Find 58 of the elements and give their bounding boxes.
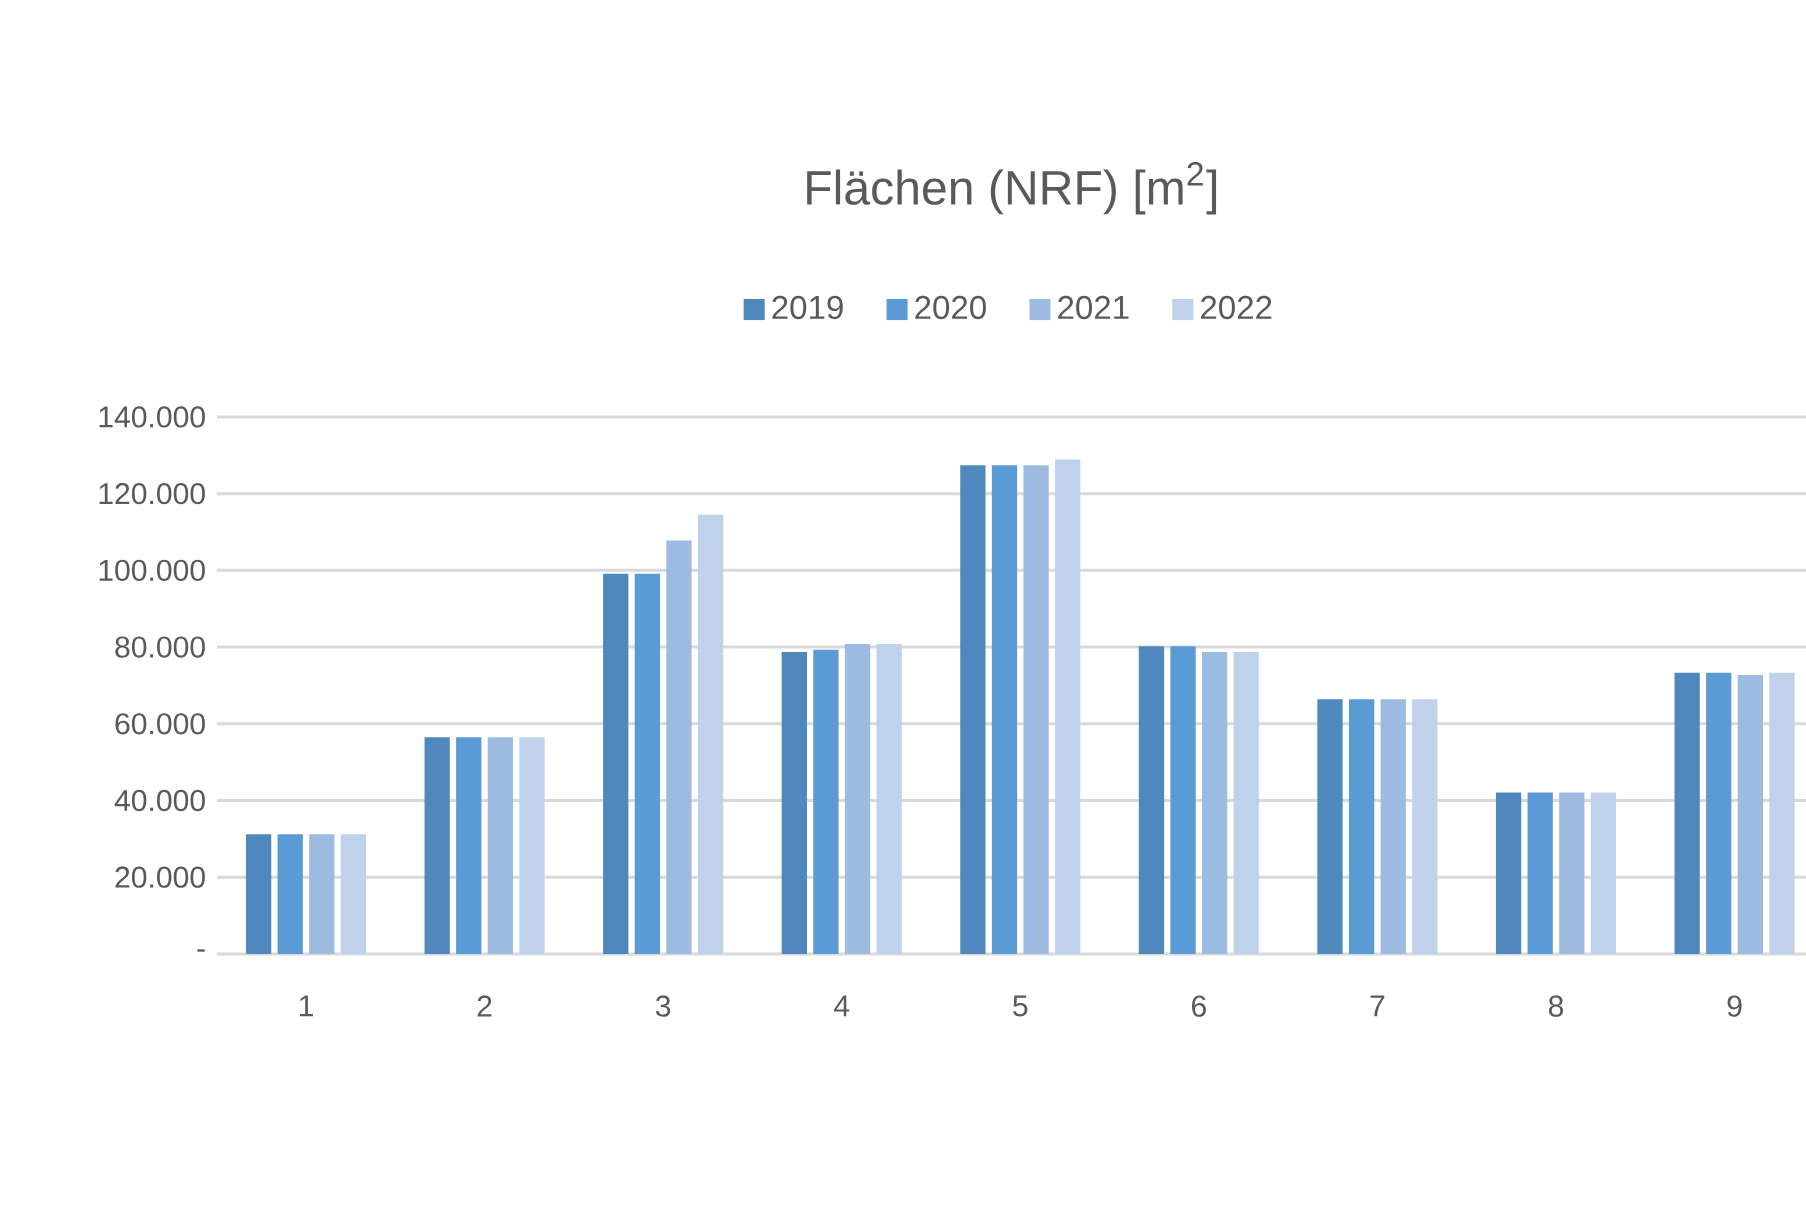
y-tick-label: 140.000 (99, 406, 205, 428)
bar (1769, 672, 1795, 954)
bar (1674, 672, 1700, 954)
x-tick-label: 8 (1548, 995, 1564, 1017)
x-tick-label: 5 (1013, 995, 1028, 1017)
bar (1138, 646, 1165, 954)
bar (1706, 672, 1732, 954)
bar (487, 737, 514, 954)
bar (1348, 699, 1375, 954)
x-tick-label: 4 (834, 995, 850, 1017)
legend-label: 2022 (1201, 295, 1272, 320)
y-tick-label: 20.000 (115, 866, 205, 888)
legend-label: 2019 (772, 295, 843, 320)
bar (991, 465, 1018, 954)
bar (813, 649, 839, 954)
x-tick-label: 6 (1191, 995, 1206, 1017)
bar (1559, 792, 1585, 954)
bar (960, 465, 986, 954)
bar (340, 834, 367, 954)
bar (876, 644, 902, 954)
bar (1590, 792, 1617, 954)
bar (1737, 675, 1763, 954)
legend-label: 2021 (1058, 295, 1129, 320)
x-tick-label: 7 (1370, 995, 1385, 1017)
bar (1202, 652, 1228, 954)
x-tick-label: 1 (299, 995, 313, 1017)
x-tick-label: 9 (1727, 995, 1742, 1017)
bar (1055, 459, 1081, 954)
legend-label: 2020 (915, 295, 986, 320)
bar (245, 834, 272, 954)
bar (456, 737, 482, 954)
y-tick-label: 60.000 (115, 713, 205, 735)
bar (1023, 465, 1049, 954)
bar (634, 573, 660, 954)
bar (1317, 699, 1343, 954)
bar (1412, 699, 1438, 954)
y-tick-label: 120.000 (99, 483, 205, 505)
bar (1233, 652, 1259, 954)
y-tick-label: 80.000 (115, 636, 205, 658)
x-tick-label: 2 (477, 995, 492, 1017)
bar (603, 573, 629, 954)
bar (1380, 699, 1406, 954)
bar (277, 834, 303, 954)
bar (666, 540, 692, 954)
bar (1495, 792, 1522, 954)
x-tick-label: 3 (655, 995, 671, 1017)
bar (1170, 646, 1196, 954)
bar (781, 652, 807, 954)
y-tick-label: 40.000 (114, 789, 205, 812)
y-tick-label: 100.000 (99, 559, 205, 582)
chart-title: Flächen (NRF) [m$^{2}$] (807, 161, 1217, 215)
bar (844, 644, 871, 954)
bar (309, 834, 335, 954)
bar (424, 737, 450, 954)
bar (1527, 792, 1553, 954)
y-tick-label: - (197, 949, 205, 952)
bar (697, 514, 724, 954)
bar (519, 737, 545, 954)
